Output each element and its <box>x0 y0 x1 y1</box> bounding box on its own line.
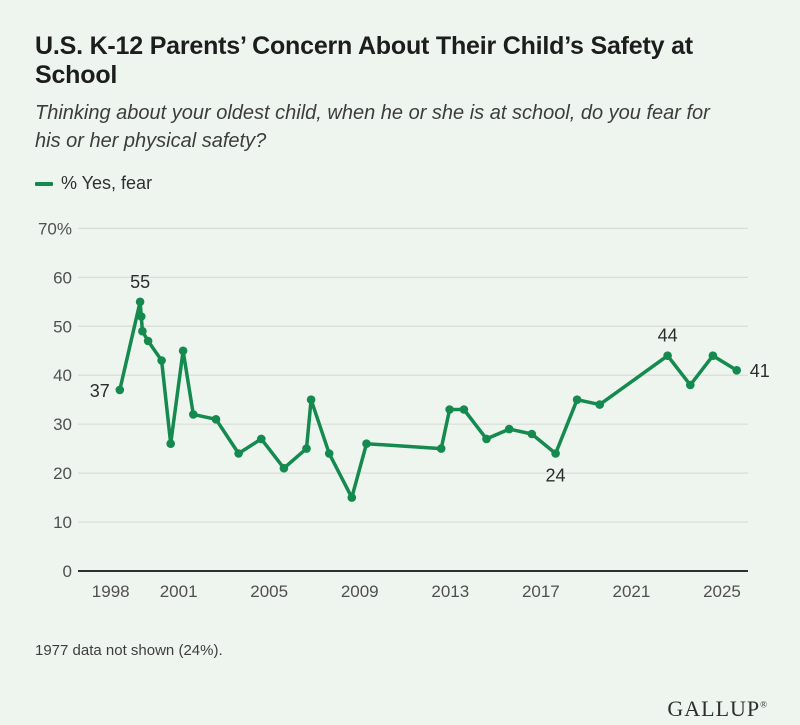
data-point-marker <box>347 493 357 502</box>
point-annotation: 55 <box>130 272 150 292</box>
data-point-marker <box>708 351 718 361</box>
data-point-marker <box>572 395 582 405</box>
point-annotation: 41 <box>750 361 770 381</box>
data-point-marker <box>324 449 334 458</box>
data-point-marker <box>551 449 560 458</box>
data-point-marker <box>189 410 198 419</box>
y-tick-label: 10 <box>53 513 72 532</box>
data-point-marker <box>137 312 146 321</box>
footnote: 1977 data not shown (24%). <box>35 642 223 659</box>
registered-trademark-icon: ® <box>760 699 767 710</box>
x-tick-label: 2017 <box>522 582 560 601</box>
data-point-marker <box>279 463 289 473</box>
y-tick-label: 60 <box>53 268 72 287</box>
trend-line <box>118 300 739 500</box>
chart-legend: % Yes, fear <box>35 173 152 194</box>
data-point-marker <box>482 434 491 444</box>
data-point-marker <box>135 297 145 307</box>
point-annotation: 44 <box>658 326 678 346</box>
data-point-marker <box>178 346 188 356</box>
data-point-marker <box>445 405 454 414</box>
data-point-marker <box>595 400 604 409</box>
x-tick-label: 1998 <box>92 582 130 601</box>
gallup-wordmark: GALLUP <box>667 696 761 721</box>
data-point-marker <box>302 444 311 453</box>
data-point-marker <box>166 439 175 449</box>
data-point-marker <box>686 380 695 390</box>
page-title-line-2: School <box>35 61 118 89</box>
x-tick-label: 2001 <box>160 582 198 601</box>
gallup-logo: GALLUP® <box>667 696 767 722</box>
point-annotation: 37 <box>90 381 110 401</box>
x-tick-label: 2009 <box>341 582 379 601</box>
data-point-marker <box>211 415 221 424</box>
x-tick-label: 2013 <box>431 582 469 601</box>
data-point-marker <box>143 336 153 346</box>
data-point-marker <box>157 356 166 365</box>
y-tick-label: 20 <box>53 464 72 483</box>
page-title-line-1: U.S. K-12 Parents’ Concern About Their C… <box>35 32 693 60</box>
data-point-marker <box>257 434 266 444</box>
data-point-marker <box>527 429 537 439</box>
chart-subtitle: Thinking about your oldest child, when h… <box>35 99 710 155</box>
legend-label: % Yes, fear <box>61 173 153 193</box>
y-tick-label: 70% <box>38 219 72 238</box>
data-point-marker <box>234 449 243 458</box>
data-point-marker <box>504 424 514 434</box>
page-title: U.S. K-12 Parents’ Concern About Their C… <box>35 32 693 90</box>
data-point-marker <box>362 439 371 449</box>
data-point-marker <box>459 405 469 414</box>
point-annotation: 24 <box>546 466 566 486</box>
chart-subtitle-line-1: Thinking about your oldest child, when h… <box>35 102 710 124</box>
x-tick-label: 2005 <box>250 582 288 601</box>
y-tick-label: 30 <box>53 415 72 434</box>
data-point-marker <box>115 385 125 395</box>
y-tick-label: 0 <box>63 562 72 581</box>
x-tick-label: 2021 <box>613 582 651 601</box>
y-tick-label: 40 <box>53 366 72 385</box>
y-tick-label: 50 <box>53 317 72 336</box>
data-point-marker <box>663 351 672 361</box>
chart-subtitle-line-2: his or her physical safety? <box>35 130 267 152</box>
data-point-marker <box>138 326 147 336</box>
data-point-marker <box>732 366 741 375</box>
x-tick-label: 2025 <box>703 582 741 601</box>
data-point-marker <box>306 395 316 405</box>
legend-line-swatch <box>35 181 53 186</box>
data-point-marker <box>436 444 446 453</box>
